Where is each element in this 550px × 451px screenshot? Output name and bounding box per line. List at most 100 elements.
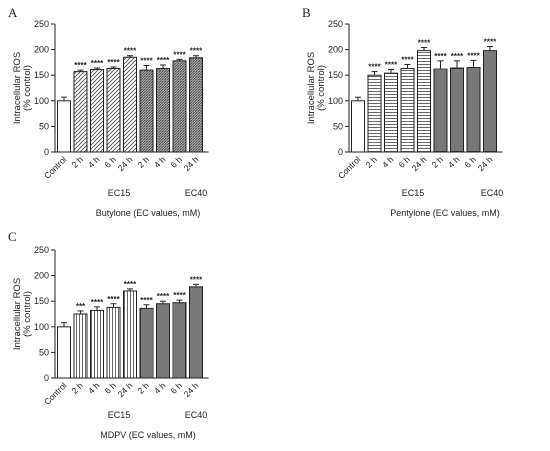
- panel-a: A 0 50 100 150 200 250 Intracellular ROS (% cont…: [8, 5, 209, 218]
- category-label: 4 h: [152, 380, 168, 396]
- category-label: 2 h: [135, 154, 151, 170]
- y-tick-label: 0: [338, 147, 343, 157]
- bar: [433, 68, 448, 153]
- y-tick-label: 50: [333, 121, 343, 131]
- category-label: Control: [336, 154, 363, 181]
- category-label: 4 h: [446, 154, 462, 170]
- significance-label: ****: [91, 298, 104, 307]
- y-tick-label: 250: [34, 245, 49, 255]
- category-label: 4 h: [152, 154, 168, 170]
- significance-label: ****: [190, 47, 203, 56]
- category-label: 24 h: [182, 154, 201, 173]
- y-tick-label: 50: [39, 121, 49, 131]
- bar: [123, 290, 137, 379]
- category-label: 2 h: [69, 380, 85, 396]
- category-label: 24 h: [476, 154, 495, 173]
- significance-label: ****: [451, 52, 464, 61]
- significance-label: ****: [190, 275, 203, 284]
- significance-label: ****: [368, 63, 381, 72]
- significance-label: ****: [484, 38, 497, 47]
- category-label: 2 h: [363, 154, 379, 170]
- category-label: 4 h: [86, 380, 102, 396]
- significance-label: ****: [385, 61, 398, 70]
- bar: [139, 69, 154, 153]
- group-label: EC15: [108, 188, 131, 198]
- panel-c: C 0 50 100 150 200 250 Intracellular ROS (% cont…: [8, 229, 209, 440]
- bar: [367, 74, 382, 153]
- y-axis-title-unit: (% control): [22, 291, 33, 337]
- bar: [172, 60, 187, 153]
- group-label: EC40: [185, 188, 208, 198]
- significance-label: ****: [107, 58, 120, 67]
- y-axis-title: Intracellular ROS: [306, 52, 317, 124]
- significance-label: ****: [74, 61, 87, 70]
- category-label: 4 h: [380, 154, 396, 170]
- panel-label: A: [8, 5, 18, 20]
- significance-label: ****: [173, 50, 186, 59]
- bar: [57, 100, 71, 153]
- bar: [450, 67, 464, 153]
- x-axis-title: Butylone (EC values, mM): [96, 208, 201, 218]
- group-label: EC40: [185, 410, 208, 420]
- bar: [189, 57, 203, 153]
- significance-label: ****: [173, 291, 186, 300]
- category-label: 24 h: [410, 154, 429, 173]
- y-axis-title: Intracellular ROS: [12, 52, 23, 124]
- bar: [351, 100, 365, 153]
- group-label: EC40: [481, 188, 504, 198]
- y-tick-label: 150: [328, 70, 343, 80]
- significance-label: ****: [467, 51, 480, 60]
- category-label: 24 h: [116, 380, 135, 399]
- y-tick-label: 100: [328, 96, 343, 106]
- category-label: 2 h: [135, 380, 151, 396]
- significance-label: ****: [140, 56, 153, 65]
- y-tick-label: 50: [39, 347, 49, 357]
- category-label: 24 h: [116, 154, 135, 173]
- significance-label: ****: [140, 296, 153, 305]
- category-label: Control: [42, 154, 69, 181]
- y-axis-title-unit: (% control): [22, 65, 33, 111]
- category-label: 2 h: [69, 154, 85, 170]
- category-label: Control: [42, 380, 69, 407]
- significance-label: ****: [157, 292, 170, 301]
- significance-label: ****: [401, 55, 414, 64]
- y-tick-label: 100: [34, 322, 49, 332]
- bar: [400, 68, 415, 153]
- bar: [90, 309, 104, 379]
- bar: [172, 302, 187, 379]
- significance-label: ****: [91, 59, 104, 68]
- bar: [483, 50, 497, 153]
- bar: [417, 50, 431, 153]
- y-tick-label: 150: [34, 296, 49, 306]
- bar: [73, 71, 88, 153]
- x-axis-title: MDPV (EC values, mM): [100, 430, 196, 440]
- panel-label: C: [8, 229, 17, 244]
- bar: [73, 313, 88, 379]
- bar: [139, 307, 154, 379]
- significance-label: ****: [418, 39, 431, 48]
- significance-label: ****: [434, 52, 447, 61]
- y-axis-title-unit: (% control): [316, 65, 327, 111]
- y-tick-label: 200: [34, 271, 49, 281]
- significance-label: ****: [157, 56, 170, 65]
- y-tick-label: 0: [44, 147, 49, 157]
- bar: [466, 67, 481, 153]
- bar: [106, 68, 121, 153]
- category-label: 2 h: [429, 154, 445, 170]
- y-tick-label: 0: [44, 373, 49, 383]
- bar: [156, 68, 170, 153]
- bar: [106, 306, 121, 379]
- significance-label: ****: [107, 295, 120, 304]
- panel-label: B: [302, 5, 311, 20]
- category-label: 4 h: [86, 154, 102, 170]
- group-label: EC15: [108, 410, 131, 420]
- panel-b: B 0 50 100 150 200 250 Intracellular ROS (% cont…: [302, 5, 503, 218]
- y-tick-label: 200: [34, 45, 49, 55]
- y-axis-title: Intracellular ROS: [12, 278, 23, 350]
- y-tick-label: 200: [328, 45, 343, 55]
- x-axis-title: Pentylone (EC values, mM): [390, 208, 500, 218]
- bar: [57, 326, 71, 379]
- group-label: EC15: [402, 188, 425, 198]
- category-label: 24 h: [182, 380, 201, 399]
